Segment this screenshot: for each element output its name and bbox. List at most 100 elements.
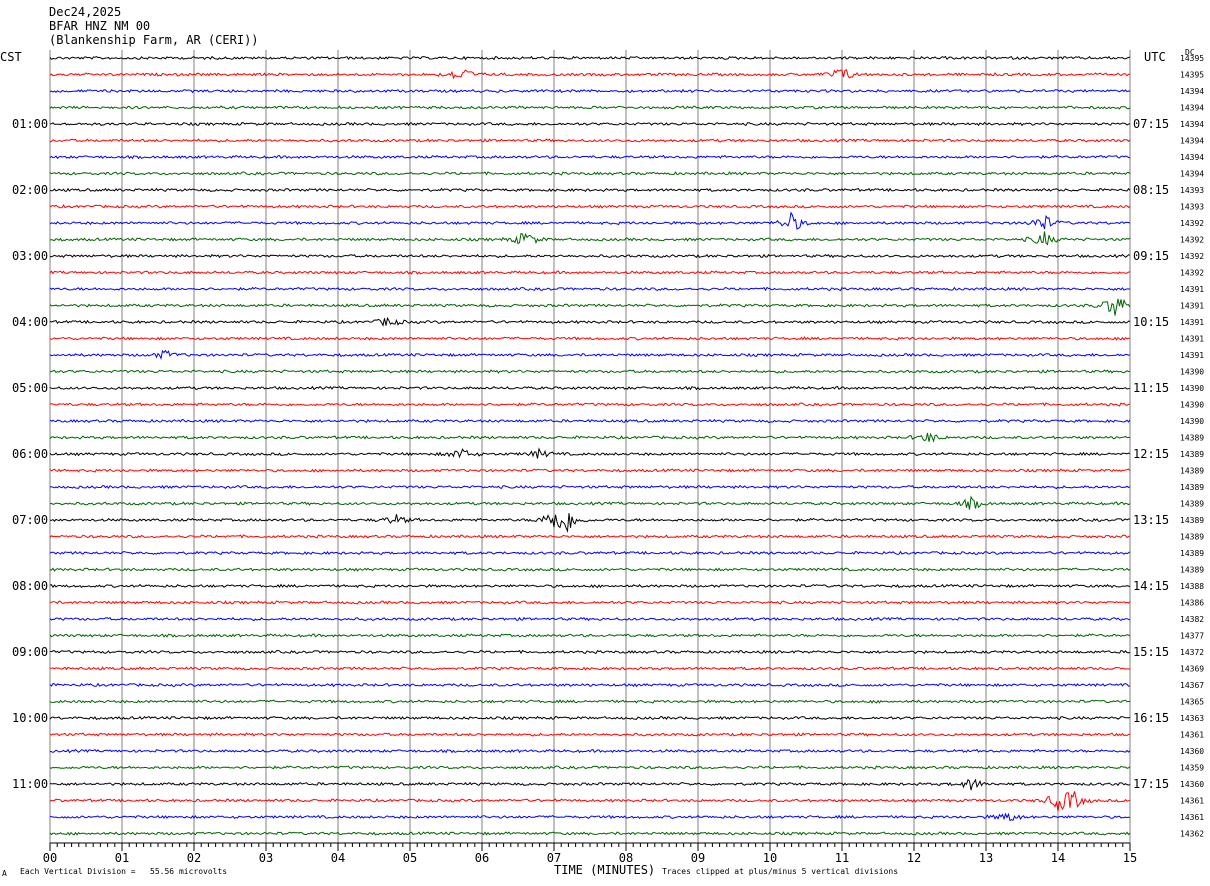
- trace-line: [49, 748, 1131, 754]
- trace-line: [49, 484, 1131, 490]
- trace-line: [49, 298, 1131, 316]
- dc-value: 14393: [1180, 186, 1204, 195]
- trace-line: [49, 211, 1131, 230]
- x-tick-label: 02: [187, 851, 201, 865]
- trace-line: [49, 495, 1131, 510]
- cst-hour-label: 08:00: [12, 579, 48, 593]
- cst-hour-label: 03:00: [12, 249, 48, 263]
- trace-line: [49, 316, 1131, 327]
- corner-mark: A: [2, 869, 7, 878]
- trace-line: [49, 649, 1131, 655]
- dc-value: 14391: [1180, 285, 1204, 294]
- trace-line: [49, 105, 1131, 110]
- dc-value: 14389: [1180, 467, 1204, 476]
- utc-hour-label: 09:15: [1133, 249, 1169, 263]
- dc-value: 14395: [1180, 54, 1204, 63]
- x-tick-label: 01: [115, 851, 129, 865]
- dc-value: 14386: [1180, 599, 1204, 608]
- trace-line: [49, 765, 1131, 770]
- trace-line: [49, 286, 1131, 292]
- dc-value: 14395: [1180, 71, 1204, 80]
- utc-hour-label: 11:15: [1133, 381, 1169, 395]
- axis-labels: 01:00 02:00 03:00 04:00 05:00 06:00 07:00 08:00…: [12, 54, 1204, 839]
- dc-value: 14389: [1180, 500, 1204, 509]
- dc-value: 14392: [1180, 219, 1204, 228]
- dc-value: 14372: [1180, 648, 1204, 657]
- x-tick-label: 07: [547, 851, 561, 865]
- trace-line: [49, 699, 1131, 704]
- trace-line: [49, 349, 1131, 360]
- seismic-traces: [49, 55, 1131, 836]
- utc-hour-label: 08:15: [1133, 183, 1169, 197]
- trace-line: [49, 204, 1131, 209]
- cst-hour-label: 06:00: [12, 447, 48, 461]
- cst-hour-label: 02:00: [12, 183, 48, 197]
- trace-line: [49, 171, 1131, 176]
- dc-value: 14367: [1180, 681, 1204, 690]
- dc-value: 14394: [1180, 170, 1204, 179]
- right-axis-title: UTC: [1144, 50, 1166, 64]
- dc-value: 14361: [1180, 813, 1204, 822]
- x-axis-label: TIME (MINUTES): [554, 863, 656, 877]
- trace-line: [49, 55, 1131, 61]
- trace-line: [49, 432, 1131, 443]
- dc-value: 14360: [1180, 780, 1204, 789]
- trace-line: [49, 791, 1131, 812]
- dc-value: 14377: [1180, 632, 1204, 641]
- trace-line: [49, 567, 1131, 572]
- dc-value: 14390: [1180, 417, 1204, 426]
- trace-line: [49, 812, 1131, 822]
- x-tick-label: 09: [691, 851, 705, 865]
- trace-line: [49, 253, 1131, 259]
- trace-line: [49, 336, 1130, 341]
- trace-line: [49, 831, 1131, 836]
- trace-line: [49, 187, 1131, 193]
- header-station: BFAR HNZ NM 00: [49, 19, 151, 33]
- trace-line: [49, 402, 1131, 407]
- trace-line: [49, 447, 1131, 459]
- x-tick-label: 10: [763, 851, 777, 865]
- dc-value: 14394: [1180, 137, 1204, 146]
- dc-value: 14394: [1180, 120, 1204, 129]
- utc-hour-label: 10:15: [1133, 315, 1169, 329]
- dc-value: 14391: [1180, 351, 1204, 360]
- grid-lines: [49, 50, 1131, 843]
- dc-value: 14365: [1180, 698, 1204, 707]
- trace-line: [49, 270, 1131, 275]
- cst-hour-label: 07:00: [12, 513, 48, 527]
- trace-line: [49, 534, 1131, 539]
- clip-note: Traces clipped at plus/minus 5 vertical …: [662, 867, 899, 876]
- x-tick-label: 04: [331, 851, 345, 865]
- trace-line: [49, 550, 1131, 556]
- trace-line: [49, 88, 1131, 94]
- trace-line: [49, 369, 1131, 374]
- dc-value: 14394: [1180, 87, 1204, 96]
- dc-value: 14389: [1180, 566, 1204, 575]
- trace-line: [49, 69, 1130, 80]
- trace-line: [49, 154, 1131, 160]
- dc-value: 14391: [1180, 318, 1204, 327]
- cst-hour-label: 05:00: [12, 381, 48, 395]
- x-tick-label: 08: [619, 851, 633, 865]
- trace-line: [49, 138, 1131, 143]
- trace-line: [49, 513, 1131, 533]
- dc-value: 14382: [1180, 615, 1204, 624]
- utc-hour-label: 14:15: [1133, 579, 1169, 593]
- dc-value: 14389: [1180, 483, 1204, 492]
- x-tick-label: 06: [475, 851, 489, 865]
- dc-title: DC: [1185, 48, 1195, 57]
- trace-line: [49, 418, 1131, 424]
- utc-hour-label: 16:15: [1133, 711, 1169, 725]
- dc-value: 14391: [1180, 302, 1204, 311]
- trace-line: [49, 732, 1131, 737]
- dc-value: 14393: [1180, 203, 1204, 212]
- trace-line: [49, 583, 1131, 589]
- trace-line: [50, 600, 1131, 605]
- dc-value: 14359: [1180, 764, 1204, 773]
- trace-line: [49, 666, 1131, 671]
- dc-value: 14369: [1180, 665, 1204, 674]
- trace-line: [49, 121, 1131, 127]
- dc-value: 14390: [1180, 368, 1204, 377]
- dc-value: 14394: [1180, 153, 1204, 162]
- x-tick-label: 00: [43, 851, 57, 865]
